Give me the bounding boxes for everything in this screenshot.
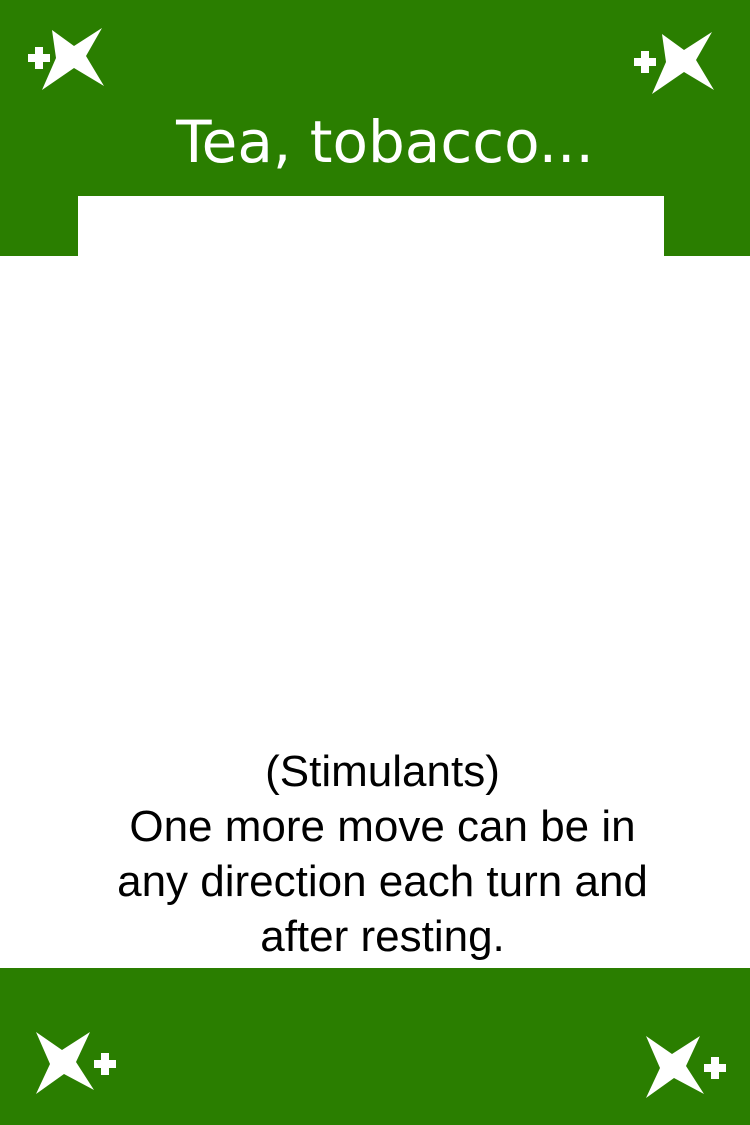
card-title: Tea, tobacco... [176, 108, 594, 176]
card-body: (Stimulants) One more move can be in any… [60, 744, 705, 964]
sparkle-plus-icon [18, 22, 110, 92]
bottom-band [0, 968, 750, 1125]
sparkle-plus-icon [640, 1032, 732, 1102]
top-notch [78, 196, 664, 258]
card-description-line: any direction each turn and [117, 857, 648, 906]
card-description-line: after resting. [260, 912, 505, 961]
card-description-line: One more move can be in [129, 802, 636, 851]
card-subtitle: (Stimulants) [265, 747, 500, 796]
sparkle-plus-icon [30, 1028, 122, 1098]
sparkle-plus-icon [628, 26, 720, 96]
